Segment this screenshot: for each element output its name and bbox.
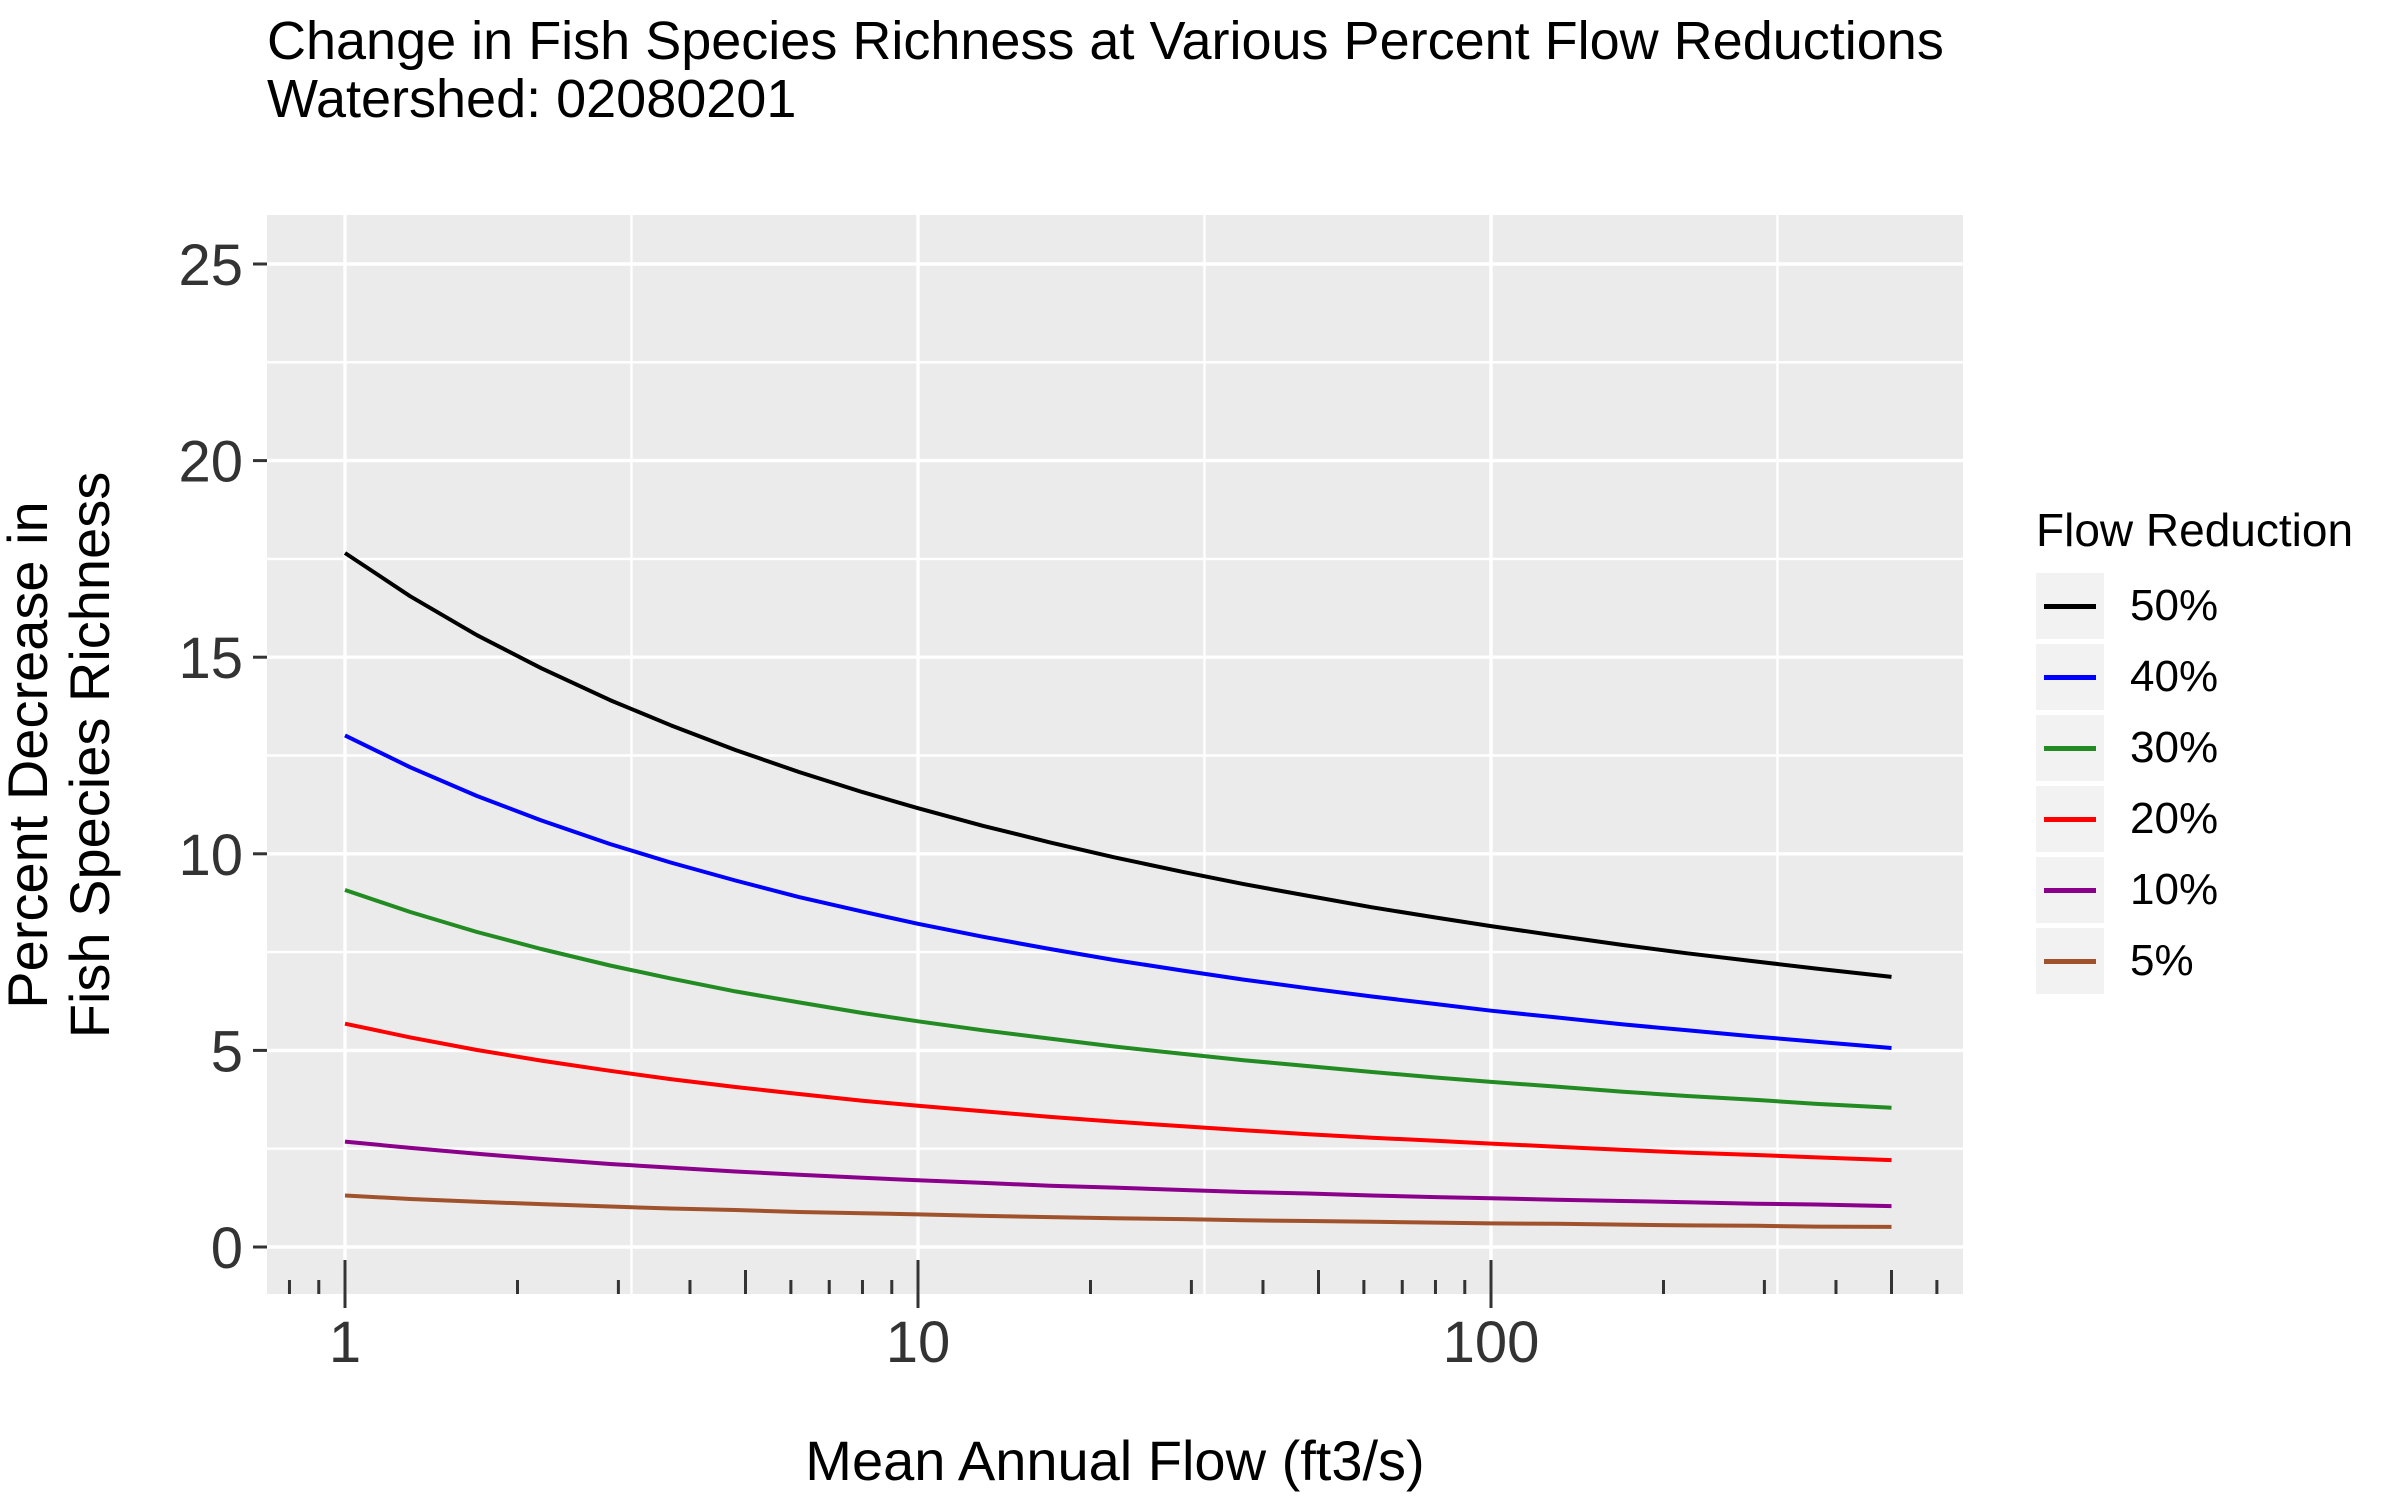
legend-key: [2036, 644, 2104, 710]
y-tick-label: 25: [178, 233, 243, 298]
legend-item-10%: 10%: [2036, 857, 2353, 923]
legend-key: [2036, 857, 2104, 923]
curve-10%: [344, 1139, 1892, 1209]
y-axis-title-line2: Fish Species Richness: [58, 471, 121, 1039]
legend-key: [2036, 715, 2104, 781]
y-tick-label: 5: [211, 1019, 243, 1084]
legend-key: [2036, 786, 2104, 852]
curve-30%: [344, 888, 1892, 1110]
legend-label: 10%: [2130, 865, 2219, 914]
y-axis-title: Percent Decrease in Fish Species Richnes…: [0, 205, 127, 1305]
x-axis-title: Mean Annual Flow (ft3/s): [805, 1429, 1425, 1492]
legend-label: 20%: [2130, 794, 2219, 843]
y-tick-label: 0: [211, 1216, 243, 1281]
legend-key-line: [2044, 958, 2096, 964]
legend-key-line: [2044, 745, 2096, 751]
legend-item-50%: 50%: [2036, 573, 2353, 639]
legend-item-5%: 5%: [2036, 928, 2353, 994]
x-tick-label: 100: [1443, 1310, 1540, 1375]
y-axis-title-line1: Percent Decrease in: [0, 501, 59, 1009]
chart-subtitle: Watershed: 02080201: [267, 69, 797, 129]
legend-key-line: [2044, 603, 2096, 609]
legend-title: Flow Reduction: [2036, 504, 2354, 556]
x-tick-label: 10: [886, 1310, 951, 1375]
y-tick-label: 10: [178, 823, 243, 888]
legend-key: [2036, 928, 2104, 994]
legend-label: 5%: [2130, 936, 2194, 985]
x-tick-label: 1: [329, 1310, 361, 1375]
curve-40%: [344, 733, 1892, 1050]
legend-key-line: [2044, 887, 2096, 893]
curve-20%: [344, 1021, 1892, 1163]
legend-item-40%: 40%: [2036, 644, 2353, 710]
curve-5%: [344, 1193, 1892, 1229]
legend-label: 30%: [2130, 723, 2219, 772]
chart-title: Change in Fish Species Richness at Vario…: [267, 11, 1944, 71]
y-tick-label: 20: [178, 430, 243, 495]
legend-label: 40%: [2130, 652, 2219, 701]
legend: Flow Reduction 50% 40% 30% 20% 10% 5%: [2036, 505, 2353, 999]
legend-key: [2036, 573, 2104, 639]
legend-items: 50% 40% 30% 20% 10% 5%: [2036, 573, 2353, 994]
legend-item-30%: 30%: [2036, 715, 2353, 781]
legend-key-line: [2044, 816, 2096, 822]
legend-item-20%: 20%: [2036, 786, 2353, 852]
legend-key-line: [2044, 674, 2096, 680]
legend-label: 50%: [2130, 581, 2219, 630]
curve-50%: [343, 551, 1892, 979]
y-tick-label: 15: [178, 626, 243, 691]
